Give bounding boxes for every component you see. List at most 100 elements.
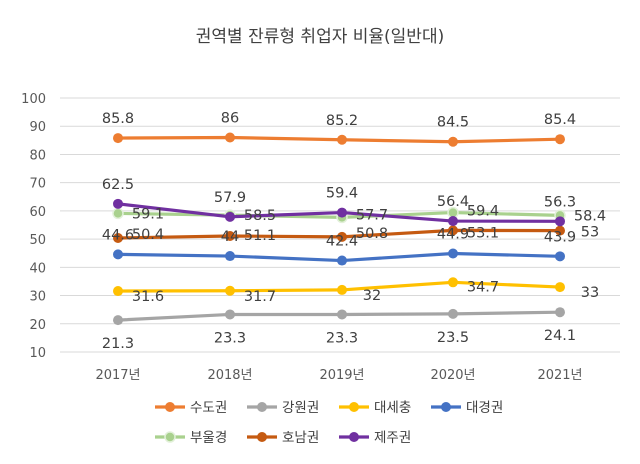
y-tick-label: 20 (29, 318, 46, 333)
data-label: 58.4 (574, 208, 606, 224)
data-point (112, 207, 124, 220)
y-tick-label: 80 (29, 148, 46, 163)
data-point (448, 248, 458, 259)
data-label: 42.4 (326, 234, 358, 250)
data-point (113, 315, 123, 326)
data-point (448, 308, 458, 319)
data-label: 44.9 (437, 227, 469, 243)
data-label: 85.4 (544, 112, 576, 128)
data-point (555, 134, 565, 145)
data-point (337, 134, 347, 145)
chart-title: 권역별 잔류형 취업자 비율(일반대) (196, 27, 444, 47)
data-point (225, 231, 235, 242)
data-point (448, 136, 458, 147)
data-point (337, 231, 347, 242)
data-labels: 85.8 86 85.2 84.5 85.4 21.3 23.3 23.3 23.5 24.1 31… (102, 111, 606, 353)
data-label: 34.7 (467, 279, 499, 295)
data-point (113, 286, 123, 297)
x-tick-label: 2017년 (95, 368, 140, 383)
data-point (113, 133, 123, 144)
legend-swatch-marker (257, 402, 267, 412)
data-label: 23.3 (326, 330, 358, 346)
legend-swatch-marker (257, 432, 267, 442)
y-tick-label: 70 (29, 177, 46, 192)
data-label: 57.7 (356, 207, 388, 223)
data-label: 44 (221, 229, 239, 245)
data-label: 62.5 (102, 177, 134, 193)
legend-label: 대세충 (374, 400, 411, 416)
data-point (113, 198, 123, 209)
data-label: 58.5 (244, 208, 276, 224)
data-label: 56.3 (544, 194, 576, 210)
data-label: 43.9 (544, 229, 576, 245)
legend-swatch-marker (349, 432, 359, 442)
data-label: 44.6 (102, 227, 134, 243)
data-point (448, 277, 458, 288)
data-point (555, 307, 565, 318)
data-point (225, 285, 235, 296)
y-tick-label: 50 (29, 233, 46, 248)
x-tick-label: 2018년 (207, 368, 252, 383)
data-label: 85.2 (326, 113, 358, 129)
legend-swatch-marker (349, 402, 359, 412)
data-point (337, 207, 347, 218)
legend-label: 수도권 (190, 400, 227, 416)
data-label: 31.6 (132, 289, 164, 305)
x-tick-label: 2021년 (537, 368, 582, 383)
data-point (113, 232, 123, 243)
data-label: 59.4 (326, 186, 358, 202)
data-label: 56.4 (437, 194, 469, 210)
legend-label: 부울경 (190, 430, 227, 446)
data-point (337, 255, 347, 266)
legend-label: 강원권 (282, 400, 319, 416)
y-tick-label: 40 (29, 261, 46, 276)
legend-label: 제주권 (374, 430, 411, 446)
data-label: 53.1 (467, 225, 499, 241)
x-tick-label: 2020년 (430, 368, 475, 383)
data-point (555, 216, 565, 227)
data-label: 23.5 (437, 330, 469, 346)
data-label: 24.1 (544, 328, 576, 344)
legend-swatch-marker (441, 402, 451, 412)
data-label: 57.9 (214, 190, 246, 206)
data-label: 86 (221, 111, 239, 127)
legend-swatch-marker (164, 431, 176, 443)
y-tick-label: 60 (29, 205, 46, 220)
y-tick-label: 100 (21, 92, 46, 107)
legend-label: 대경권 (466, 400, 503, 416)
data-label: 51.1 (244, 228, 276, 244)
data-label: 85.8 (102, 111, 134, 127)
data-label: 84.5 (437, 115, 469, 131)
data-label: 59.4 (467, 204, 499, 220)
data-point (225, 251, 235, 262)
data-point (337, 284, 347, 295)
data-point (225, 309, 235, 320)
data-point (448, 225, 458, 236)
data-label: 23.3 (214, 330, 246, 346)
data-point (448, 216, 458, 227)
legend-swatch-marker (165, 402, 175, 412)
data-point (113, 249, 123, 260)
data-point (225, 211, 235, 222)
data-label: 32 (363, 288, 381, 304)
data-label: 33 (581, 285, 599, 301)
series-lines (112, 132, 566, 326)
data-point (555, 225, 565, 236)
y-axis: 10 20 30 40 50 60 70 80 90 100 (21, 92, 46, 361)
data-point (555, 282, 565, 293)
data-label: 53 (581, 225, 599, 241)
x-axis: 2017년 2018년 2019년 2020년 2021년 (95, 368, 582, 383)
y-tick-label: 90 (29, 120, 46, 135)
x-tick-label: 2019년 (319, 368, 364, 383)
data-point (225, 132, 235, 143)
data-point (337, 309, 347, 320)
data-label: 21.3 (102, 336, 134, 352)
y-tick-label: 30 (29, 290, 46, 305)
data-label: 50.8 (356, 226, 388, 242)
data-label: 50.4 (132, 227, 164, 243)
y-tick-label: 10 (29, 346, 46, 361)
data-label: 31.7 (244, 289, 276, 305)
data-point (555, 251, 565, 262)
